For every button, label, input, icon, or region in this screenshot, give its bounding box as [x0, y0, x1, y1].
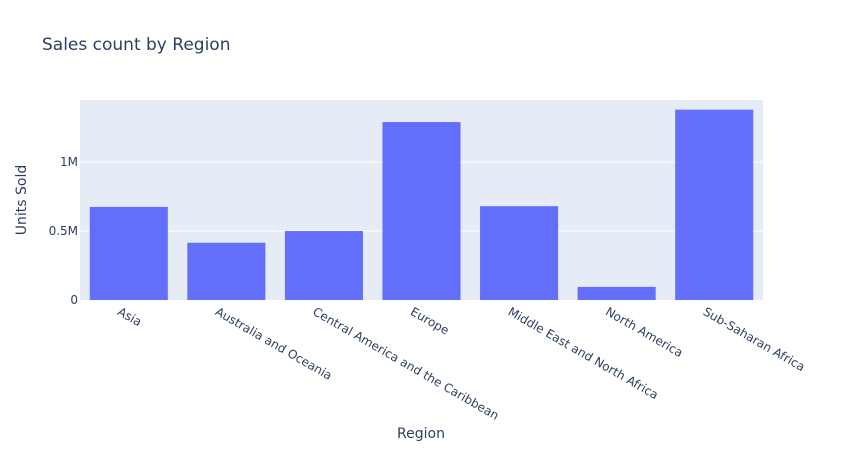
x-tick-label: Middle East and North Africa [506, 304, 661, 402]
bar [675, 109, 754, 300]
x-tick-label: Sub-Saharan Africa [701, 304, 808, 374]
bar [89, 206, 168, 300]
bars [89, 109, 754, 300]
bar [480, 206, 559, 300]
y-tick-label: 0 [70, 293, 78, 307]
y-axis-title: Units Sold [14, 165, 30, 235]
bar [284, 231, 363, 300]
x-tick-label: Europe [408, 304, 452, 337]
x-tick-label: North America [603, 304, 685, 360]
y-tick-label: 1M [60, 155, 78, 169]
y-tick-label: 0.5M [49, 224, 78, 238]
x-axis-title: Region [397, 426, 445, 442]
bar [187, 242, 266, 300]
x-tick-label: Central America and the Caribbean [310, 304, 501, 422]
x-tick-label: Asia [115, 304, 144, 329]
y-tick-labels: 0 0.5M 1M [49, 155, 78, 307]
chart-title: Sales count by Region [42, 35, 230, 55]
bar [382, 122, 461, 300]
bar [577, 286, 656, 300]
